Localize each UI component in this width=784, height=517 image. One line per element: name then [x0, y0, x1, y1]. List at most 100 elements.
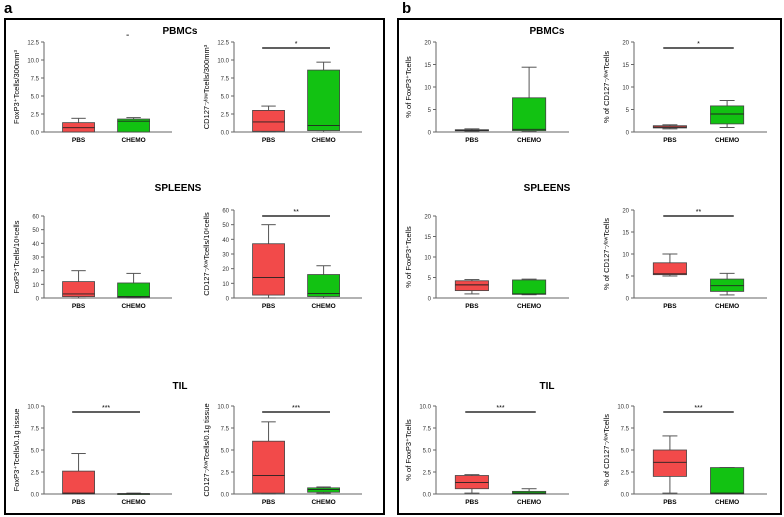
box-chemo: [307, 274, 340, 297]
y-tick-label: 15: [424, 63, 431, 69]
significance-label: **: [696, 209, 702, 216]
panel-b-section-spleens: SPLEENS: [523, 183, 571, 194]
y-axis-label: % of FoxP3⁺Tcells: [404, 56, 413, 118]
y-tick-label: 50: [222, 223, 229, 229]
x-category-label-chemo: CHEMO: [517, 499, 541, 506]
box-pbs: [652, 262, 687, 276]
x-category-label-chemo: CHEMO: [121, 137, 145, 144]
y-tick-label: 10: [32, 283, 39, 289]
box-chemo: [710, 105, 745, 125]
box-chemo: [710, 467, 745, 495]
x-category-label-chemo: CHEMO: [517, 137, 541, 144]
y-tick-label: 5: [428, 276, 432, 282]
chart-b-spleen-foxp3: 0 5 10 15 20 % of FoxP3⁺Tcells PBS CHEMO: [404, 215, 569, 310]
x-category-label-chemo: CHEMO: [715, 303, 739, 310]
y-tick-label: 50: [32, 228, 39, 234]
y-tick-label: 5.0: [621, 449, 630, 455]
y-axis-label: % of CD127⁻⁄ˡᵒʷTcells: [602, 51, 611, 123]
significance-label: ***: [102, 405, 110, 412]
box-chemo: [117, 118, 150, 133]
y-tick-label: 2.5: [31, 471, 40, 477]
y-tick-label: 5: [428, 108, 432, 114]
y-tick-label: 7.5: [221, 77, 230, 83]
chart-a-pbmc-foxp3: 0.0 2.5 5.0 7.5 10.0 12.5 FoxP3⁺Tcells/300mm³ P…: [12, 41, 172, 144]
x-category-label-chemo: CHEMO: [517, 303, 541, 310]
x-category-label-pbs: PBS: [465, 303, 479, 310]
y-tick-label: 10.0: [27, 59, 39, 65]
y-tick-label: 0.0: [621, 493, 630, 499]
y-tick-label: 15: [424, 235, 431, 241]
y-tick-label: 0.0: [31, 493, 40, 499]
y-tick-label: 10: [222, 282, 229, 288]
panel-a-section-til: TIL: [172, 381, 188, 392]
y-tick-label: 7.5: [423, 427, 432, 433]
y-tick-label: 60: [32, 215, 39, 221]
y-tick-label: 0: [626, 131, 630, 137]
y-tick-label: 0: [226, 297, 230, 303]
y-tick-label: 10: [622, 86, 629, 92]
box-chemo: [512, 279, 547, 295]
y-tick-label: 20: [424, 41, 431, 47]
y-tick-label: 0.0: [423, 493, 432, 499]
x-category-label-chemo: CHEMO: [311, 303, 335, 310]
y-tick-label: 0: [428, 297, 432, 303]
y-tick-label: 5.0: [423, 449, 432, 455]
significance-label: ***: [496, 405, 504, 412]
y-tick-label: 5: [626, 275, 630, 281]
y-tick-label: 0: [626, 297, 630, 303]
panel-letter-a: a: [4, 0, 13, 17]
y-tick-label: 10.0: [217, 405, 229, 411]
chart-b-til-foxp3: 0.0 2.5 5.0 7.5 10.0 % of FoxP3⁺Tcells PBS CHEM…: [404, 405, 569, 506]
stray-mark: -: [126, 30, 130, 41]
box-pbs: [652, 449, 687, 477]
y-tick-label: 7.5: [31, 77, 40, 83]
y-tick-label: 2.5: [31, 113, 40, 119]
y-tick-label: 2.5: [221, 113, 230, 119]
y-tick-label: 10.0: [617, 405, 629, 411]
chart-b-spleen-cd127: 0 5 10 15 20 % of CD127⁻⁄ˡᵒʷTcells PBS CHEMO **: [602, 209, 767, 310]
y-tick-label: 7.5: [221, 427, 230, 433]
y-tick-label: 0.0: [221, 131, 230, 137]
box-chemo: [512, 97, 547, 132]
chart-a-spleen-foxp3: 0 10 20 30 40 50 60 FoxP3⁺Tcells/10⁶cells PBS CHE…: [12, 215, 172, 310]
y-tick-label: 5.0: [221, 449, 230, 455]
y-tick-label: 5.0: [31, 95, 40, 101]
y-tick-label: 30: [32, 256, 39, 262]
x-category-label-pbs: PBS: [663, 303, 677, 310]
y-tick-label: 30: [222, 253, 229, 259]
panel-b-section-til: TIL: [539, 381, 555, 392]
y-axis-label: FoxP3⁺Tcells/300mm³: [12, 50, 21, 124]
significance-label: **: [293, 209, 299, 216]
panel-a-section-pbmcs: PBMCs: [162, 26, 198, 37]
y-tick-label: 10.0: [217, 59, 229, 65]
x-category-label-chemo: CHEMO: [311, 499, 335, 506]
y-tick-label: 60: [222, 209, 229, 215]
y-axis-label: CD127⁻⁄ˡᵒʷTcells/0.1g tissue: [202, 403, 211, 496]
significance-label: *: [697, 41, 700, 48]
y-tick-label: 7.5: [621, 427, 630, 433]
x-category-label-pbs: PBS: [663, 499, 677, 506]
y-tick-label: 12.5: [217, 41, 229, 47]
y-axis-label: CD127⁻⁄ˡᵒʷTcells/10⁶cells: [202, 212, 211, 296]
chart-a-spleen-cd127: 0 10 20 30 40 50 60 CD127⁻⁄ˡᵒʷTcells/10⁶cells PB…: [202, 209, 362, 310]
y-axis-label: FoxP3⁺Tcells/0.1g tissue: [12, 409, 21, 492]
y-axis-label: % of CD127⁻⁄ˡᵒʷTcells: [602, 218, 611, 290]
x-category-label-chemo: CHEMO: [121, 499, 145, 506]
y-tick-label: 12.5: [27, 41, 39, 47]
significance-label: *: [295, 41, 298, 48]
chart-b-til-cd127: 0.0 2.5 5.0 7.5 10.0 % of CD127⁻⁄ˡᵒʷTcells PBS…: [602, 405, 767, 506]
x-category-label-pbs: PBS: [262, 137, 276, 144]
y-tick-label: 10: [424, 86, 431, 92]
y-axis-label: % of FoxP3⁺Tcells: [404, 226, 413, 288]
y-axis-label: % of FoxP3⁺Tcells: [404, 419, 413, 481]
panel-b-section-pbmcs: PBMCs: [529, 26, 565, 37]
y-tick-label: 20: [622, 209, 629, 215]
x-category-label-chemo: CHEMO: [715, 499, 739, 506]
x-category-label-chemo: CHEMO: [715, 137, 739, 144]
x-category-label-pbs: PBS: [72, 303, 86, 310]
box-pbs: [62, 281, 95, 298]
panel-b-frame: [397, 18, 782, 515]
y-tick-label: 2.5: [423, 471, 432, 477]
x-category-label-chemo: CHEMO: [311, 137, 335, 144]
box-chemo: [307, 69, 340, 131]
